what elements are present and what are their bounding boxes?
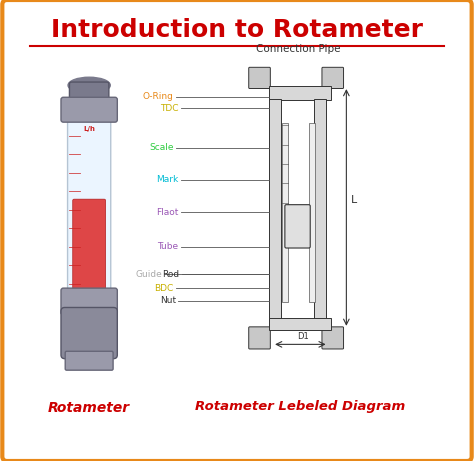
FancyBboxPatch shape bbox=[65, 351, 113, 370]
Text: O-Ring: O-Ring bbox=[143, 92, 173, 101]
Bar bbox=[309, 123, 315, 302]
Bar bbox=[282, 123, 288, 302]
Text: Scale: Scale bbox=[149, 143, 173, 152]
FancyBboxPatch shape bbox=[285, 205, 310, 248]
Text: L: L bbox=[351, 195, 357, 205]
Text: L/h: L/h bbox=[83, 126, 95, 132]
Text: TDC: TDC bbox=[160, 104, 178, 113]
FancyBboxPatch shape bbox=[73, 199, 106, 294]
FancyBboxPatch shape bbox=[61, 288, 118, 315]
Bar bbox=[314, 99, 326, 329]
FancyBboxPatch shape bbox=[61, 97, 118, 122]
Text: Introduction to Rotameter: Introduction to Rotameter bbox=[51, 18, 423, 42]
Text: Rotameter Lebeled Diagram: Rotameter Lebeled Diagram bbox=[195, 400, 405, 413]
Text: D1: D1 bbox=[297, 331, 309, 341]
FancyBboxPatch shape bbox=[249, 327, 270, 349]
Text: Rod: Rod bbox=[163, 270, 180, 279]
FancyBboxPatch shape bbox=[68, 117, 111, 295]
Ellipse shape bbox=[68, 77, 110, 93]
FancyBboxPatch shape bbox=[322, 67, 344, 89]
Bar bbox=[269, 86, 331, 100]
FancyBboxPatch shape bbox=[249, 67, 270, 89]
Text: Guide: Guide bbox=[135, 270, 162, 279]
Text: Nut: Nut bbox=[160, 296, 176, 305]
FancyBboxPatch shape bbox=[61, 307, 118, 359]
Bar bbox=[269, 99, 281, 329]
Text: Tube: Tube bbox=[157, 242, 178, 251]
FancyBboxPatch shape bbox=[70, 82, 109, 103]
Text: Mark: Mark bbox=[156, 175, 178, 184]
FancyBboxPatch shape bbox=[322, 327, 344, 349]
Bar bbox=[269, 318, 331, 330]
Text: Flaot: Flaot bbox=[156, 207, 178, 217]
Text: Connection Pipe: Connection Pipe bbox=[256, 44, 340, 54]
Text: BDC: BDC bbox=[155, 284, 173, 293]
Text: Rotameter: Rotameter bbox=[48, 401, 130, 415]
